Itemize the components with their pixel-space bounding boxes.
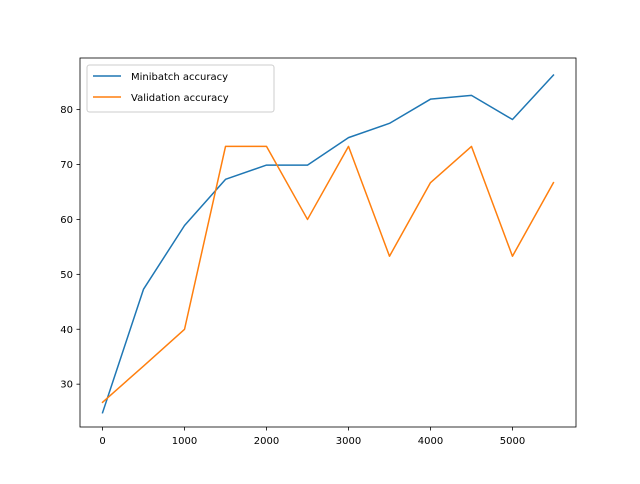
legend-label-2: Validation accuracy (131, 93, 229, 104)
legend-box (86, 64, 275, 113)
x-tick-label: 1000 (172, 436, 197, 447)
x-tick-label: 2000 (254, 436, 279, 447)
y-tick-label: 40 (60, 325, 73, 336)
axes-layer: 0 1000 2000 3000 4000 5000 30 40 50 60 70 80 (60, 57, 577, 447)
axes-frame (79, 57, 577, 428)
y-tick-label: 60 (60, 215, 73, 226)
series-line-1 (101, 73, 555, 414)
y-tick-label: 70 (60, 160, 73, 171)
y-tick-label: 30 (60, 380, 73, 391)
x-tick-label: 3000 (336, 436, 361, 447)
x-tick-label: 0 (99, 436, 105, 447)
x-tick-label: 5000 (500, 436, 525, 447)
x-tick-label: 4000 (418, 436, 443, 447)
legend: Minibatch accuracy Validation accuracy (86, 64, 275, 113)
legend-label-1: Minibatch accuracy (131, 72, 228, 83)
y-tick-label: 50 (60, 270, 73, 281)
series-layer (101, 73, 555, 414)
y-tick-label: 80 (60, 105, 73, 116)
series-line-2 (101, 145, 555, 404)
